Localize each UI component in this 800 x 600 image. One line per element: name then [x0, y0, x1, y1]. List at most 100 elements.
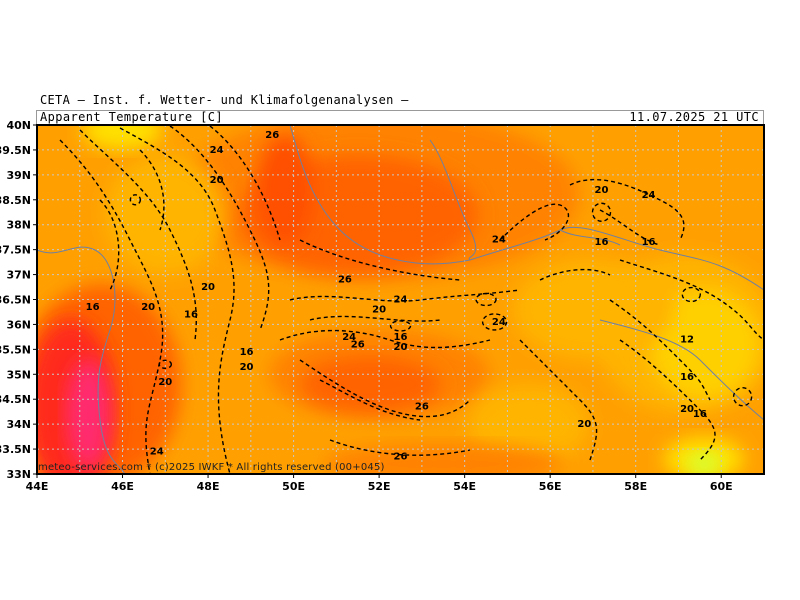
- isotherm-ring: [591, 202, 612, 222]
- contour-value-label: 16: [86, 302, 100, 313]
- contour-value-label: 12: [680, 334, 694, 345]
- isotherm-line: [329, 439, 471, 456]
- lon-tick-label: 54E: [453, 480, 476, 493]
- lat-tick-label: 37.5N: [0, 244, 31, 257]
- temperature-zone: [105, 154, 226, 275]
- isotherm-line: [609, 299, 711, 401]
- border-line: [599, 319, 764, 421]
- lat-tick-label: 36N: [6, 318, 31, 331]
- temperature-zone: [512, 259, 673, 360]
- contour-value-label: 24: [642, 190, 656, 201]
- temperature-zone: [257, 134, 314, 245]
- parameter-header-bar: Apparent Temperature [C] 11.07.2025 21 U…: [36, 110, 764, 124]
- isotherm-line: [139, 149, 165, 231]
- isotherm-line: [299, 359, 471, 418]
- contour-value-label: 24: [342, 332, 356, 343]
- isotherm-line: [99, 199, 120, 291]
- lat-tick-label: 38.5N: [0, 194, 31, 207]
- border-line: [469, 226, 764, 291]
- temperature-zone: [66, 359, 111, 470]
- contour-value-label: 16: [394, 332, 408, 343]
- contour-value-label: 16: [184, 309, 198, 320]
- isotherm-line: [299, 239, 461, 281]
- chart-title: CETA — Inst. f. Wetter- und Klimafolgena…: [40, 93, 409, 107]
- isotherm-line: [169, 125, 270, 331]
- border-line: [429, 139, 477, 261]
- isotherm-line: [519, 339, 598, 461]
- temperature-zone: [323, 444, 564, 474]
- lat-tick-label: 39N: [6, 169, 31, 182]
- contour-value-label: 24: [492, 317, 506, 328]
- contour-value-label: 26: [338, 275, 352, 286]
- isotherm-ring: [389, 320, 412, 332]
- temperature-zone: [686, 452, 723, 474]
- isotherm-line: [119, 127, 235, 474]
- lat-tick-label: 39.5N: [0, 144, 31, 157]
- contour-value-label: 20: [210, 175, 224, 186]
- isotherm-line: [619, 339, 716, 461]
- contour-value-label: 16: [595, 237, 609, 248]
- isotherm-ring: [475, 292, 497, 307]
- temperature-zone: [82, 125, 163, 150]
- lon-tick-label: 46E: [111, 480, 134, 493]
- contour-value-label: 24: [492, 235, 506, 246]
- lat-tick-label: 35.5N: [0, 343, 31, 356]
- contour-value-label: 16: [680, 372, 694, 383]
- lat-tick-label: 38N: [6, 219, 31, 232]
- contour-value-label: 20: [595, 185, 609, 196]
- isotherm-ring: [681, 286, 701, 303]
- contour-value-label: 16: [240, 347, 254, 358]
- lon-tick-label: 56E: [539, 480, 562, 493]
- contour-value-label: 16: [693, 409, 707, 420]
- border-line: [559, 229, 621, 246]
- lat-tick-label: 34N: [6, 418, 31, 431]
- isotherm-line: [539, 268, 611, 281]
- temperature-zone: [649, 289, 760, 400]
- lon-axis: 44E 46E 48E 50E 52E 54E 56E 58E 60E: [26, 474, 733, 493]
- border-line: [289, 125, 471, 265]
- border-line: [37, 246, 126, 474]
- isotherm-ring: [129, 194, 142, 206]
- isotherm-line: [59, 139, 164, 474]
- contour-value-label: 26: [394, 452, 408, 463]
- grid-lines: [37, 125, 764, 474]
- isotherm-ring: [158, 359, 172, 370]
- contour-value-label: 20: [577, 419, 591, 430]
- lon-tick-label: 50E: [282, 480, 305, 493]
- contour-value-label: 20: [372, 304, 386, 315]
- isotherm-line: [319, 379, 421, 421]
- contour-value-label: 20: [141, 302, 155, 313]
- lat-axis: 40N 39.5N 39N 38.5N 38N 37.5N 37N 36.5N 36N 35.5N…: [0, 119, 37, 481]
- lat-tick-label: 37N: [6, 269, 31, 282]
- lon-tick-label: 48E: [197, 480, 220, 493]
- valid-time-label: 11.07.2025 21 UTC: [629, 110, 759, 124]
- lat-tick-label: 33.5N: [0, 443, 31, 456]
- isotherm-ring: [481, 313, 508, 331]
- isotherm-line: [79, 129, 197, 341]
- parameter-label: Apparent Temperature [C]: [40, 110, 223, 124]
- lon-tick-label: 44E: [26, 480, 49, 493]
- contour-value-label: 20: [240, 362, 254, 373]
- lat-tick-label: 40N: [6, 119, 31, 132]
- lat-tick-label: 33N: [6, 468, 31, 481]
- lat-tick-label: 35N: [6, 368, 31, 381]
- isotherm-line: [309, 315, 441, 322]
- lon-tick-label: 52E: [368, 480, 391, 493]
- contour-value-label: 24: [150, 447, 164, 458]
- coastlines-borders: [37, 125, 764, 474]
- contour-value-label: 24: [210, 145, 224, 156]
- contour-value-label: 20: [394, 342, 408, 353]
- lon-tick-label: 60E: [710, 480, 733, 493]
- temperature-zone: [300, 356, 441, 413]
- contour-value-label: 20: [680, 404, 694, 415]
- isotherm-line: [499, 203, 570, 241]
- contour-value-label: 26: [415, 402, 429, 413]
- isotherm-ring: [732, 387, 753, 407]
- contour-value-label: 26: [351, 339, 365, 350]
- isotherm-line: [569, 178, 685, 241]
- isotherm-line: [279, 329, 491, 349]
- isotherm-line: [599, 209, 661, 246]
- contour-value-label: 20: [158, 377, 172, 388]
